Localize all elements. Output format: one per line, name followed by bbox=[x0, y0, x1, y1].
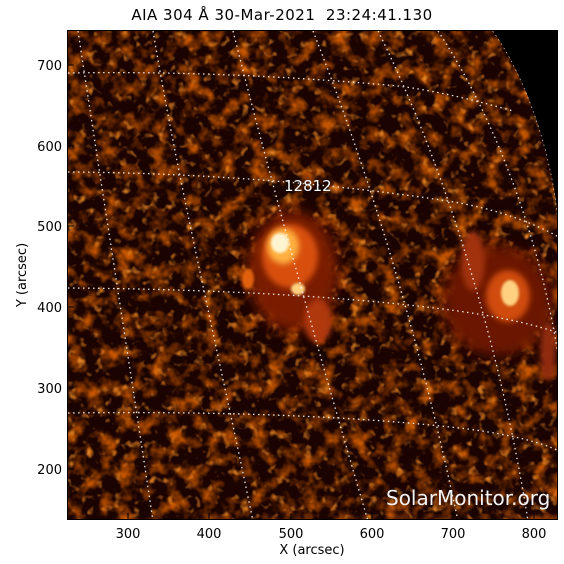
x-tick-label: 500 bbox=[279, 527, 304, 542]
x-tick-label: 600 bbox=[360, 527, 385, 542]
active-region-12812 bbox=[242, 211, 338, 343]
x-axis-title: X (arcsec) bbox=[279, 543, 344, 558]
y-axis-title: Y (arcsec) bbox=[15, 243, 30, 308]
image-title: AIA 304 Å 30-Mar-2021 23:24:41.130 bbox=[131, 6, 433, 24]
heliographic-grid bbox=[68, 31, 557, 519]
x-tick-label: 800 bbox=[522, 527, 547, 542]
y-tick-label: 400 bbox=[37, 301, 62, 316]
x-tick-label: 700 bbox=[441, 527, 466, 542]
active-region-label: 12812 bbox=[284, 177, 332, 195]
watermark-logo: SolarMonitor.org bbox=[386, 486, 551, 510]
solar-image: 12812 SolarMonitor.org bbox=[67, 30, 558, 520]
x-tick-label: 400 bbox=[197, 527, 222, 542]
y-tick-label: 300 bbox=[37, 382, 62, 397]
y-tick-label: 600 bbox=[37, 140, 62, 155]
solar-image-canvas bbox=[68, 31, 557, 519]
solar-disk bbox=[68, 31, 557, 519]
x-tick-label: 300 bbox=[116, 527, 141, 542]
active-region-limb bbox=[443, 231, 556, 381]
y-tick-label: 500 bbox=[37, 220, 62, 235]
y-tick-label: 700 bbox=[37, 59, 62, 74]
y-tick-label: 200 bbox=[37, 463, 62, 478]
